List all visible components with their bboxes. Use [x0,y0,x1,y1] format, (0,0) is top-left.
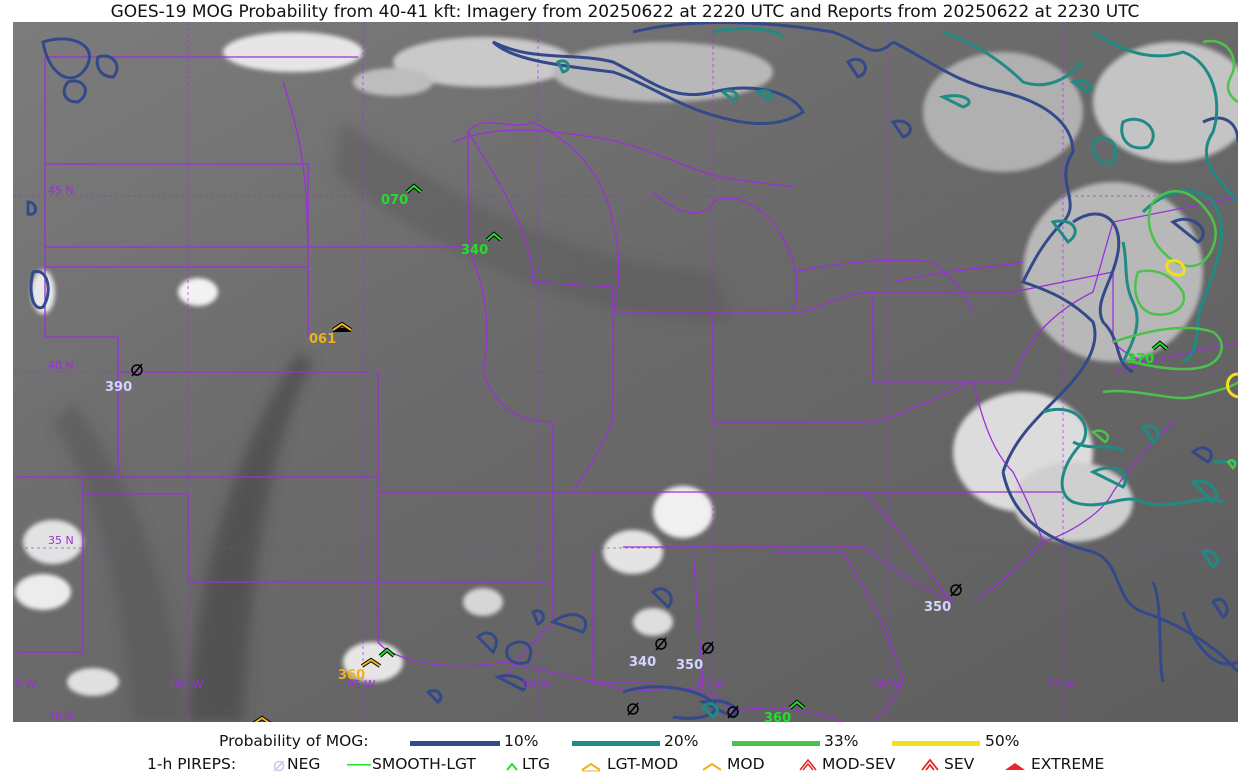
lon-label-100: 100 W [168,678,203,691]
svg-text:360: 360 [764,711,791,722]
lat-label-45: 45 N [48,184,74,197]
pirep-legend: 1-h PIREPS: NEG SMOOTH-LGT LTG LGT-MOD M… [0,755,1250,777]
lon-label-95: 95 W [347,678,375,691]
ltg-report: 360 [764,699,806,722]
lgt-mod-report: 360 [338,657,382,683]
neg-report: 340 [629,637,667,670]
pirep-item-mod-sev: MOD-SEV [822,755,896,773]
lat-label-30: 30 N [48,710,74,722]
pirep-item-lgt-mod: LGT-MOD [607,755,679,773]
mog-contours-50pct [1165,259,1238,399]
lon-label-75: 75 W [1047,678,1075,691]
svg-text:070: 070 [381,193,408,208]
legend-item-50: 50% [985,732,1020,750]
satellite-map: 45 N 40 N 35 N 30 N 105 W 100 W 95 W 90 … [13,22,1238,722]
probability-legend: Probability of MOG: 10% 20% 33% 50% [0,732,1250,754]
sev-icon [921,758,939,771]
neg-report: 350 [676,641,714,673]
svg-text:061: 061 [309,332,336,347]
probability-legend-label: Probability of MOG: [219,732,369,750]
lon-label-80: 80 W [872,678,900,691]
pirep-item-sev: SEV [944,755,975,773]
legend-item-33: 33% [824,732,859,750]
extreme-icon [1005,763,1025,770]
neg-icon [273,760,285,772]
legend-swatch-20 [572,741,660,746]
lgt-mod-reports: 061 340 360 [252,321,382,722]
pirep-item-extreme: EXTREME [1031,755,1105,773]
svg-text:340: 340 [461,243,488,258]
legend-swatch-50 [892,741,980,746]
svg-text:350: 350 [924,600,951,615]
legend-swatch-10 [410,741,500,746]
state-boundaries [13,56,1238,722]
pirep-item-neg: NEG [287,755,321,773]
svg-text:360: 360 [338,668,365,683]
neg-reports: 390 340 350 350 370 [105,363,962,722]
pirep-item-ltg: LTG [522,755,550,773]
svg-text:350: 350 [676,658,703,673]
svg-text:340: 340 [629,655,656,670]
ltg-icon [506,762,518,771]
map-title: GOES-19 MOG Probability from 40-41 kft: … [110,2,1140,22]
lgt-mod-report: 340 [252,715,272,722]
legend-swatch-33 [732,741,820,746]
ltg-report: 340 [461,231,503,258]
lat-label-40: 40 N [48,359,74,372]
neg-report: 370 [701,705,739,722]
lat-labels: 45 N 40 N 35 N 30 N [48,184,74,722]
coastlines [452,121,1238,722]
pirep-item-smooth-lgt: SMOOTH-LGT [372,755,476,773]
neg-report: 350 [924,583,962,615]
lat-label-35: 35 N [48,534,74,547]
mod-sev-icon [799,758,817,771]
svg-text:390: 390 [105,380,132,395]
lon-label-90: 90 W [522,678,550,691]
ltg-reports: 070 340 370 360 [378,183,1169,722]
dry-band [53,122,733,722]
mog-contours-20pct [555,27,1238,719]
ltg-report: 370 [1127,340,1169,367]
mod-icon [702,762,722,771]
neg-report: 390 [105,363,143,395]
mog-contours-10pct [26,22,1238,720]
ltg-report [378,647,396,658]
ltg-report: 070 [381,183,423,208]
svg-text:370: 370 [1127,352,1154,367]
svg-text:370: 370 [701,721,728,722]
pirep-item-mod: MOD [727,755,765,773]
neg-report [627,702,639,716]
legend-item-20: 20% [664,732,699,750]
lon-label-105: 105 W [13,678,36,691]
smooth-lgt-icon [347,764,371,766]
lon-labels: 105 W 100 W 95 W 90 W 85 W 80 W 75 W [13,678,1075,691]
legend-item-10: 10% [504,732,539,750]
lgt-mod-icon [581,762,601,772]
pirep-legend-label: 1-h PIREPS: [147,755,237,773]
lon-label-85: 85 W [697,678,725,691]
lgt-mod-report: 061 [309,321,353,347]
